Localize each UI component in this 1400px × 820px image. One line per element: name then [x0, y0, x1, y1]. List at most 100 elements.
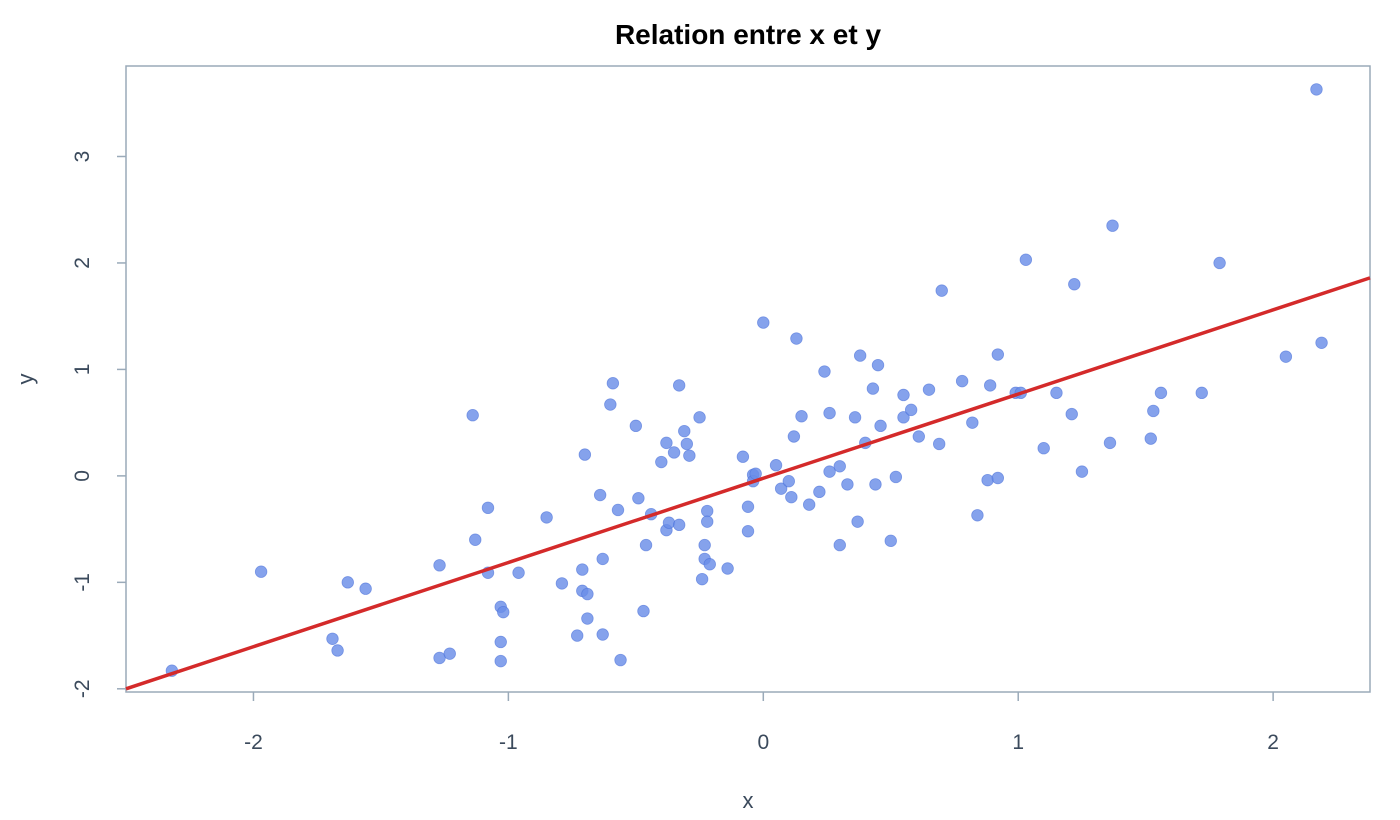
- data-point: [833, 460, 846, 473]
- data-point: [1019, 253, 1033, 266]
- x-axis: -2 -1 0 1 2: [244, 692, 1279, 754]
- data-point: [611, 503, 625, 517]
- data-point: [935, 284, 948, 297]
- data-point: [1037, 442, 1050, 455]
- data-point: [721, 562, 734, 575]
- data-point: [1315, 336, 1328, 350]
- data-point: [540, 511, 553, 524]
- data-point: [614, 653, 627, 667]
- data-point: [1195, 386, 1208, 400]
- data-point: [897, 411, 910, 424]
- data-point: [693, 411, 706, 424]
- y-tick-label: 1: [71, 364, 94, 376]
- data-point: [932, 437, 946, 451]
- data-point: [639, 538, 653, 552]
- data-point: [576, 563, 589, 576]
- data-point: [1147, 404, 1160, 418]
- data-point: [841, 478, 854, 491]
- data-point: [869, 478, 882, 491]
- data-point: [433, 559, 446, 572]
- data-point: [695, 572, 709, 586]
- data-point: [769, 459, 783, 472]
- data-point: [904, 403, 918, 417]
- data-point: [818, 365, 831, 378]
- x-axis-label: x: [743, 788, 754, 813]
- regression-line: [125, 276, 1371, 691]
- data-point: [853, 349, 867, 362]
- data-point: [581, 612, 594, 625]
- chart-title: Relation entre x et y: [615, 19, 882, 50]
- data-point: [966, 416, 979, 429]
- x-tick-label: 0: [757, 731, 769, 754]
- data-point: [667, 446, 681, 459]
- x-tick-label: 2: [1267, 731, 1279, 754]
- data-point: [802, 498, 816, 511]
- data-point: [1065, 407, 1078, 421]
- data-point: [1050, 386, 1063, 400]
- data-point: [795, 410, 808, 423]
- data-point: [785, 490, 798, 504]
- data-point: [497, 605, 510, 619]
- data-point: [813, 485, 826, 499]
- data-point: [494, 654, 507, 668]
- data-point: [701, 504, 714, 518]
- data-point: [971, 509, 984, 522]
- data-point: [736, 450, 750, 463]
- data-point: [655, 455, 668, 469]
- data-point: [596, 552, 609, 566]
- data-point: [833, 538, 846, 552]
- data-point: [678, 424, 691, 438]
- data-point: [469, 533, 482, 546]
- data-point: [596, 628, 609, 641]
- data-point: [359, 582, 372, 595]
- y-tick-label: 0: [71, 470, 94, 482]
- data-point: [874, 419, 887, 433]
- regression-line-group: [125, 276, 1371, 691]
- data-point: [866, 382, 880, 395]
- data-point: [698, 538, 711, 552]
- y-axis-label: y: [13, 374, 38, 385]
- data-point: [466, 408, 479, 422]
- data-point: [555, 577, 569, 590]
- data-point: [1075, 465, 1089, 478]
- data-point: [1213, 256, 1226, 270]
- x-tick-label: -1: [499, 731, 518, 754]
- data-point: [922, 383, 936, 396]
- x-tick-label: 1: [1012, 731, 1024, 754]
- plot-frame: [125, 65, 1371, 693]
- data-point: [851, 515, 864, 528]
- data-point: [632, 492, 645, 505]
- data-point: [481, 501, 495, 515]
- data-point: [981, 473, 994, 487]
- y-tick-label: 3: [71, 151, 94, 163]
- data-point: [823, 406, 836, 420]
- data-point: [637, 604, 650, 618]
- data-point: [672, 379, 686, 392]
- x-tick-label: -2: [244, 731, 263, 754]
- data-point: [701, 515, 714, 528]
- data-point: [1068, 278, 1081, 291]
- data-point: [254, 565, 268, 578]
- data-point: [790, 332, 803, 345]
- data-point: [341, 576, 354, 589]
- data-point: [955, 374, 969, 388]
- data-point: [1279, 350, 1293, 363]
- data-point: [593, 488, 607, 502]
- data-point: [672, 518, 686, 532]
- y-tick-label: -1: [71, 573, 94, 592]
- data-point: [660, 436, 673, 450]
- data-point: [512, 566, 525, 579]
- data-point: [897, 388, 910, 402]
- data-point: [683, 449, 696, 462]
- data-point: [774, 482, 788, 495]
- data-point: [889, 470, 903, 484]
- data-point: [703, 558, 716, 571]
- data-point: [991, 471, 1005, 485]
- data-point: [1310, 83, 1323, 96]
- y-tick-label: -2: [71, 679, 94, 698]
- data-point: [494, 635, 507, 649]
- data-point: [1106, 219, 1119, 232]
- data-point: [741, 525, 755, 538]
- data-point: [680, 437, 694, 451]
